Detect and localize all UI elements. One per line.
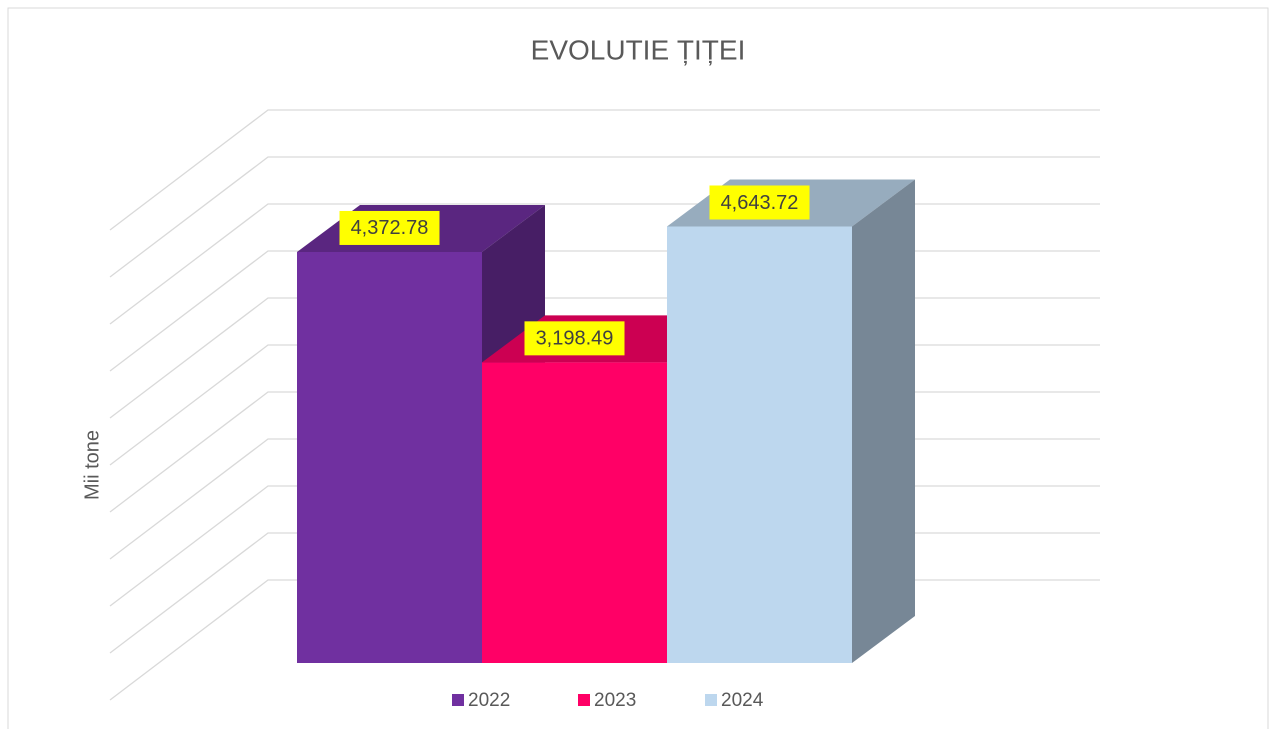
legend-label: 2022	[468, 690, 510, 711]
data-label: 4,643.72	[721, 192, 799, 214]
bar-side	[852, 179, 915, 663]
data-label: 3,198.49	[536, 328, 614, 350]
legend-swatch	[705, 694, 717, 706]
grid-line	[109, 109, 1100, 231]
bar	[667, 226, 852, 663]
bar	[297, 251, 482, 663]
data-label: 4,372.78	[351, 217, 429, 239]
grid-line	[109, 156, 1100, 278]
data-label-bg	[709, 185, 810, 220]
legend-swatch	[578, 694, 590, 706]
data-label-bg	[339, 210, 440, 245]
y-axis-label: Mii tone	[81, 430, 103, 500]
chart-title: EVOLUTIE ȚIȚEI	[531, 34, 746, 65]
legend-label: 2024	[721, 690, 764, 711]
legend-swatch	[452, 694, 464, 706]
bar	[482, 362, 667, 663]
data-label-bg	[524, 321, 625, 356]
legend-label: 2023	[594, 690, 636, 711]
